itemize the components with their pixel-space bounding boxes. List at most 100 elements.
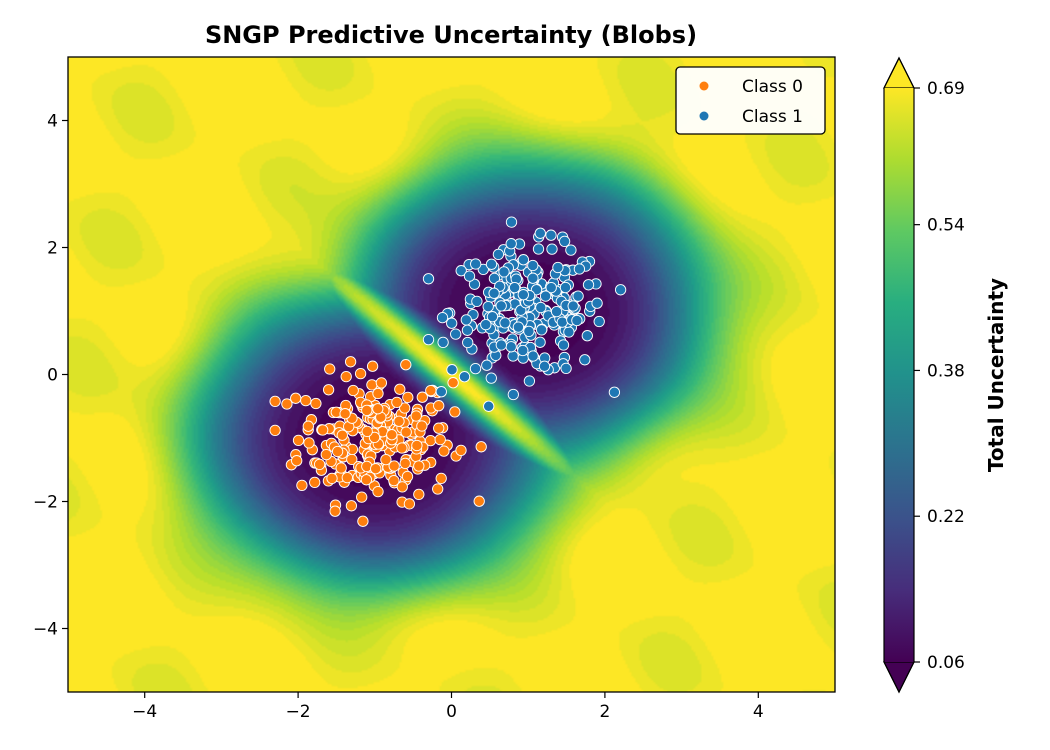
point-class-0	[372, 387, 384, 400]
point-class-1	[545, 229, 557, 241]
point-class-0	[400, 359, 412, 371]
point-class-0	[435, 472, 447, 485]
point-class-0	[399, 402, 411, 414]
point-class-0	[360, 474, 373, 486]
point-class-1	[458, 371, 471, 383]
chart-title: SNGP Predictive Uncertainty (Blobs)	[205, 21, 697, 49]
colorbar-tick-label: 0.06	[927, 653, 965, 673]
colorbar-tick-label: 0.38	[927, 361, 965, 381]
point-class-1	[446, 317, 458, 329]
point-class-0	[317, 424, 329, 436]
point-class-0	[388, 474, 400, 487]
point-class-0	[292, 434, 305, 447]
point-class-1	[460, 314, 472, 326]
point-class-1	[517, 254, 530, 266]
point-class-1	[468, 278, 481, 290]
point-class-1	[535, 324, 548, 336]
colorbar-label: Total Uncertainty	[984, 278, 1008, 472]
colorbar-gradient	[884, 88, 914, 662]
point-class-0	[399, 457, 411, 470]
point-class-0	[341, 471, 353, 484]
point-class-1	[567, 300, 579, 312]
point-class-0	[336, 429, 348, 441]
point-class-1	[499, 317, 511, 329]
point-class-0	[370, 463, 382, 475]
point-class-1	[532, 243, 545, 255]
point-class-1	[538, 360, 551, 372]
point-class-1	[507, 388, 519, 401]
point-class-1	[495, 300, 507, 312]
colorbar-tick-label: 0.54	[927, 216, 965, 236]
point-class-1	[563, 326, 575, 338]
point-class-1	[488, 272, 501, 285]
point-class-0	[396, 481, 408, 493]
point-class-0	[425, 384, 437, 397]
point-class-1	[573, 263, 586, 275]
point-class-0	[410, 410, 422, 422]
point-class-0	[345, 500, 358, 512]
point-class-1	[582, 279, 595, 291]
plot-area	[68, 57, 835, 692]
y-tick-label: 4	[47, 112, 58, 132]
point-class-1	[558, 235, 571, 248]
point-class-0	[296, 479, 308, 492]
point-class-0	[322, 384, 335, 396]
point-class-1	[527, 350, 539, 362]
legend-marker-class-0	[699, 81, 709, 91]
point-class-0	[394, 383, 406, 395]
point-class-0	[324, 363, 336, 375]
point-class-1	[435, 386, 447, 398]
point-class-0	[433, 400, 445, 412]
point-class-0	[310, 397, 322, 410]
point-class-0	[413, 488, 425, 501]
point-class-0	[388, 460, 400, 472]
point-class-0	[447, 377, 459, 389]
point-class-1	[512, 321, 525, 333]
point-class-1	[437, 336, 449, 349]
colorbar-tick-label: 0.22	[927, 507, 965, 527]
point-class-0	[368, 431, 381, 444]
x-tick-label: −2	[286, 702, 311, 722]
point-class-1	[462, 336, 474, 349]
point-class-1	[546, 243, 558, 255]
point-class-0	[372, 403, 384, 415]
colorbar-ticks: 0.06 0.22 0.38 0.54 0.69	[914, 79, 965, 673]
point-class-0	[356, 491, 368, 503]
point-class-1	[527, 259, 539, 272]
point-class-1	[560, 362, 572, 375]
point-class-1	[539, 290, 552, 302]
point-class-1	[481, 359, 493, 371]
point-class-1	[455, 265, 467, 277]
point-class-0	[354, 367, 367, 380]
colorbar-extend-top	[883, 56, 915, 89]
point-class-1	[534, 227, 546, 239]
legend-label-class-1: Class 1	[742, 107, 803, 127]
point-class-0	[347, 384, 359, 397]
point-class-0	[313, 458, 326, 471]
point-class-1	[591, 297, 603, 309]
point-class-1	[527, 272, 539, 284]
legend-box	[675, 66, 826, 135]
point-class-0	[269, 424, 281, 437]
legend: Class 0 Class 1	[675, 66, 826, 135]
point-class-1	[450, 328, 462, 340]
point-class-0	[396, 442, 408, 454]
point-class-0	[402, 391, 414, 404]
point-class-0	[300, 394, 312, 407]
point-class-0	[335, 462, 347, 474]
point-class-1	[436, 311, 449, 324]
point-class-0	[340, 370, 352, 383]
point-class-0	[401, 470, 414, 483]
point-class-1	[557, 339, 570, 351]
y-tick-label: −4	[33, 620, 58, 640]
point-class-1	[534, 336, 546, 348]
point-class-0	[386, 429, 398, 441]
point-class-1	[505, 341, 517, 353]
point-class-0	[380, 453, 392, 466]
point-class-0	[475, 441, 487, 453]
point-class-1	[471, 295, 483, 308]
point-class-0	[309, 476, 321, 489]
point-class-1	[422, 333, 435, 346]
point-class-0	[303, 437, 315, 449]
